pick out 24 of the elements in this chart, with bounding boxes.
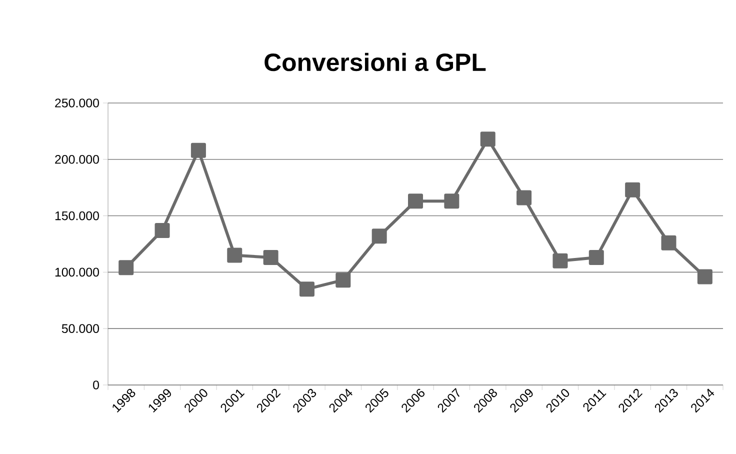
point [263,250,278,266]
point [516,190,532,206]
point [299,282,314,297]
point [625,182,640,198]
chart-title: Conversioni a GPL [264,52,486,72]
point [588,250,604,266]
point [697,269,712,284]
point [661,235,676,250]
point [552,253,568,268]
point [227,248,242,263]
point [336,272,351,288]
y-tick-label: 0 [93,380,99,390]
point [444,194,460,209]
y-tick-label: 50.000 [62,324,99,333]
y-tick-label: 100.000 [55,268,99,277]
point [408,194,424,209]
point [154,222,170,238]
point [190,142,206,158]
point [480,132,496,147]
y-tick-label: 200.000 [55,154,99,164]
y-tick-label: 250.000 [55,98,99,108]
point [372,228,387,244]
point [118,260,134,276]
y-tick-label: 150.000 [55,211,99,220]
